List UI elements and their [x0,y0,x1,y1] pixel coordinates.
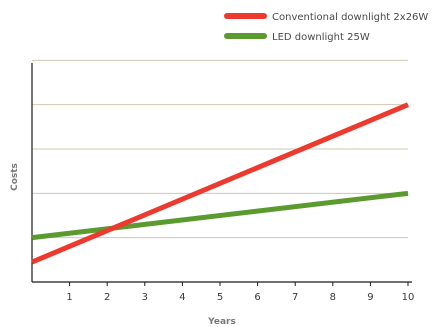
series-line-led [31,190,409,241]
x-tick-label-3: 3 [142,292,148,303]
legend: Conventional downlight 2x26W LED downlig… [224,12,428,43]
x-tick-label-9: 9 [367,292,373,303]
x-tick-label-10: 10 [402,292,415,303]
x-tick-label-5: 5 [217,292,223,303]
y-axis-label: Costs [10,163,20,191]
x-tick-label-1: 1 [66,292,72,303]
legend-item-conventional: Conventional downlight 2x26W [224,12,428,23]
legend-label-led: LED downlight 25W [272,32,370,43]
x-tick-label-7: 7 [292,292,298,303]
x-tick-label-4: 4 [179,292,185,303]
series-line-conventional [31,102,409,265]
x-tick-label-2: 2 [104,292,110,303]
x-ticks: 1 2 3 4 5 6 7 8 9 10 [66,282,414,303]
x-tick-label-8: 8 [330,292,336,303]
legend-label-conventional: Conventional downlight 2x26W [272,12,428,23]
legend-item-led: LED downlight 25W [224,32,370,43]
gridlines [32,59,408,239]
x-axis-label: Years [207,317,236,327]
axes [31,63,412,283]
x-tick-label-6: 6 [254,292,260,303]
series-lines [31,102,409,265]
